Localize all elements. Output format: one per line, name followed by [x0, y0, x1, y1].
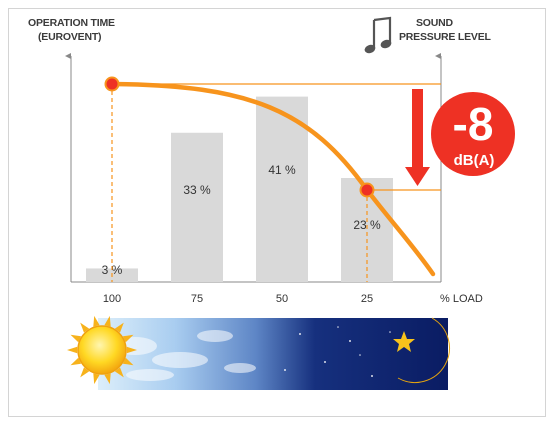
x-tick-25: 25 — [361, 293, 373, 305]
y-axis-left-title-line1: OPERATION TIME — [28, 17, 115, 29]
x-tick-100: 100 — [103, 293, 121, 305]
y-axis-right-title-line2: PRESSURE LEVEL — [399, 31, 492, 43]
bar-50 — [256, 96, 308, 282]
y-axis-left-title-line2: (EUROVENT) — [38, 31, 101, 43]
x-tick-50: 50 — [276, 293, 288, 305]
bar-75 — [171, 132, 223, 282]
bar-label-75: 33 % — [183, 183, 211, 197]
x-tick-75: 75 — [191, 293, 203, 305]
sound-pressure-curve — [109, 81, 436, 277]
x-axis-title: % LOAD — [440, 293, 483, 305]
badge-unit: dB(A) — [454, 152, 495, 169]
y-axis-right-title-line1: SOUND — [416, 17, 454, 29]
bar-label-50: 41 % — [268, 163, 296, 177]
crescent-moon-icon — [397, 317, 450, 383]
sun-icon — [67, 315, 137, 385]
marker-25 — [359, 182, 375, 198]
day-night-strip — [98, 318, 448, 390]
badge-value: -8 — [453, 98, 494, 150]
star-icon — [393, 331, 415, 352]
reduction-badge: -8 dB(A) — [431, 92, 515, 176]
reduction-arrow — [405, 89, 430, 186]
music-note-icon — [364, 16, 392, 54]
marker-100 — [104, 76, 120, 92]
chart-frame — [8, 8, 546, 417]
